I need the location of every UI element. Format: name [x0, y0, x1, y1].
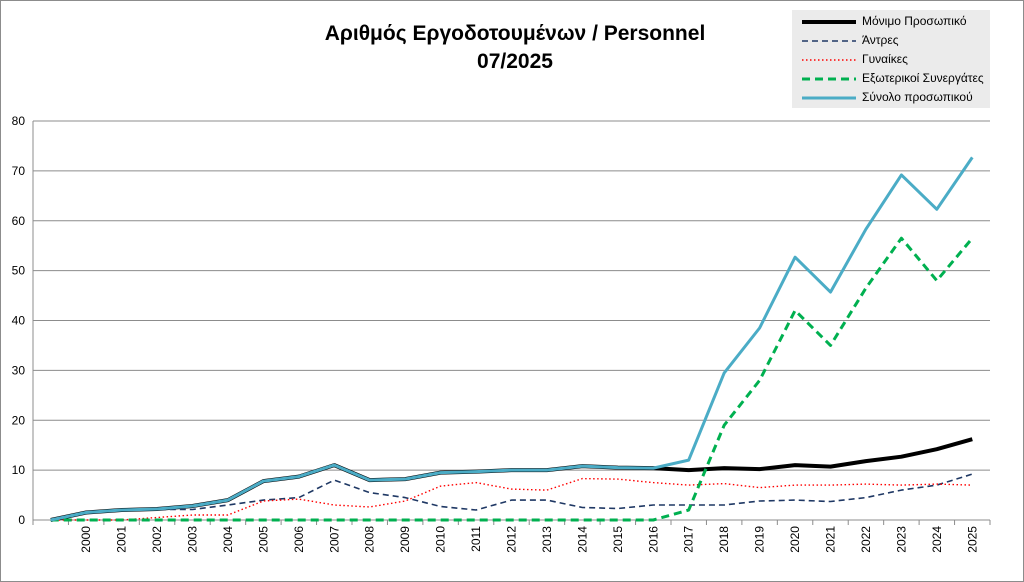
x-tick-label: 2004: [221, 526, 235, 553]
x-tick-label: 2009: [398, 526, 412, 553]
y-tick-label: 20: [12, 413, 26, 427]
x-tick-label: 2020: [788, 526, 802, 553]
x-tick-label: 2006: [292, 526, 306, 553]
series-line-3: [50, 477, 973, 521]
y-tick-label: 70: [12, 164, 26, 178]
legend-label: Άντρες: [862, 33, 899, 47]
y-tick-label: 80: [12, 114, 26, 128]
x-tick-label: 2016: [646, 526, 660, 553]
series-line-5: [50, 156, 974, 522]
x-tick-label: 2005: [256, 526, 270, 553]
x-tick-label: 2013: [540, 526, 554, 553]
y-tick-label: 30: [12, 363, 26, 377]
x-tick-label: 2023: [894, 526, 908, 553]
legend-item: Εξωτερικοί Συνεργάτες: [792, 70, 990, 88]
legend-item: Γυναίκες: [792, 51, 990, 69]
series-line-2: [50, 473, 973, 521]
x-tick-label: 2025: [965, 526, 979, 553]
x-tick-label: 2007: [327, 526, 341, 553]
legend-swatch: [802, 59, 856, 61]
series-line-1: [50, 437, 973, 522]
x-tick-label: 2002: [150, 526, 164, 553]
chart-title-block: Αριθμός Εργοδοτουμένων / Personnel 07/20…: [265, 20, 765, 76]
x-tick-label: 2008: [363, 526, 377, 553]
series-line-4: [50, 236, 974, 522]
x-tick-label: 2011: [469, 526, 483, 552]
y-tick-label: 40: [12, 314, 26, 328]
y-tick-label: 60: [12, 214, 26, 228]
x-tick-label: 2000: [79, 526, 93, 553]
x-tick-label: 2021: [824, 526, 838, 553]
y-tick-label: 50: [12, 264, 26, 278]
x-tick-label: 2024: [930, 526, 944, 553]
x-tick-label: 2010: [434, 526, 448, 553]
legend-item: Άντρες: [792, 32, 990, 50]
x-tick-label: 2022: [859, 526, 873, 553]
x-tick-label: 2015: [611, 526, 625, 553]
legend-label: Σύνολο προσωπικού: [862, 90, 973, 104]
x-tick-label: 2019: [753, 526, 767, 553]
x-tick-label: 2014: [575, 526, 589, 553]
legend-swatch: [802, 20, 856, 24]
legend-swatch: [802, 77, 856, 81]
x-tick-label: 2012: [505, 526, 519, 553]
legend-item: Μόνιμο Προσωπικό: [792, 13, 990, 31]
chart-subtitle: 07/2025: [477, 50, 553, 73]
legend-label: Γυναίκες: [862, 52, 908, 66]
chart-title: Αριθμός Εργοδοτουμένων / Personnel: [324, 22, 706, 45]
legend-swatch: [802, 96, 856, 100]
legend-label: Μόνιμο Προσωπικό: [862, 14, 967, 28]
y-tick-label: 10: [12, 463, 26, 477]
legend-item: Σύνολο προσωπικού: [792, 89, 990, 107]
x-tick-label: 2017: [682, 526, 696, 553]
chart-legend: Μόνιμο Προσωπικό Άντρες Γυναίκες Εξωτερικοί…: [792, 10, 990, 108]
legend-swatch: [802, 40, 856, 42]
legend-label: Εξωτερικοί Συνεργάτες: [862, 71, 984, 85]
x-tick-label: 2018: [717, 526, 731, 553]
y-tick-label: 0: [18, 513, 25, 527]
x-tick-label: 2003: [186, 526, 200, 553]
x-tick-label: 2001: [115, 526, 129, 553]
